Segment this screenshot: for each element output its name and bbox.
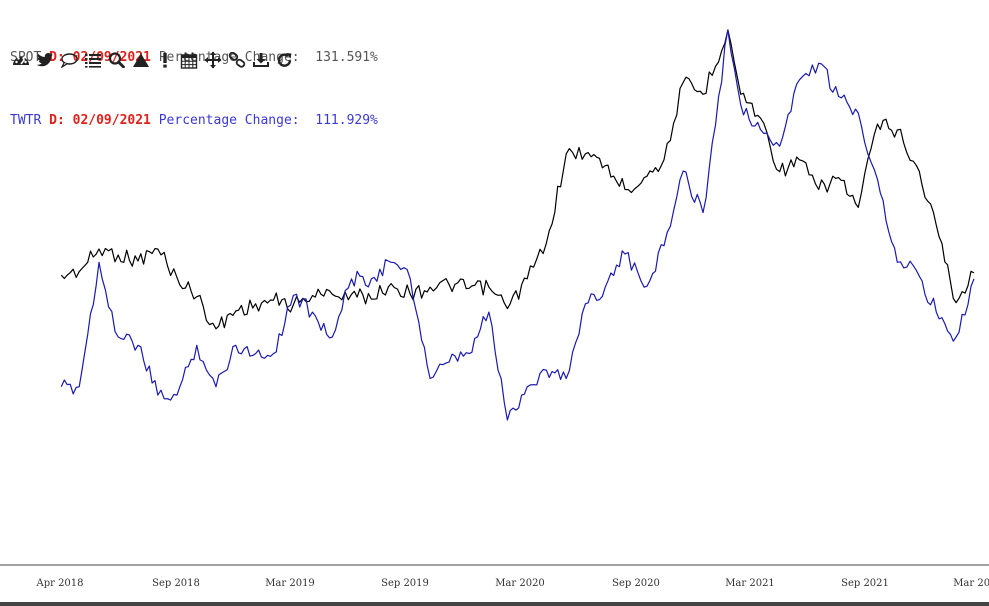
legend-date-twtr: D: 02/09/2021: [49, 113, 151, 128]
dashboard-icon[interactable]: [9, 49, 33, 71]
series-layer: [60, 29, 975, 421]
exclamation-icon[interactable]: [153, 49, 177, 71]
legend-value-twtr: 111.929%: [315, 113, 378, 128]
link-icon[interactable]: [225, 49, 249, 71]
x-tick-label: Sep 2020: [612, 578, 660, 589]
chart-toolbar: [9, 49, 297, 71]
x-axis: Apr 2018 Sep 2018 Mar 2019 Sep 2019 Mar 2020…: [0, 564, 989, 606]
x-tick-label: Mar 2021: [725, 578, 775, 589]
legend: SPOT D: 02/09/2021 Percentage Change: 13…: [10, 5, 378, 152]
download-icon[interactable]: [249, 49, 273, 71]
legend-label-twtr: Percentage Change:: [158, 113, 300, 128]
x-tick-label: Mar 2019: [265, 578, 315, 589]
chart-bottom-border: [0, 602, 989, 606]
legend-date-spot: D: 02/09/2021: [49, 50, 151, 65]
x-tick-label: Sep 2018: [152, 578, 200, 589]
legend-row-twtr: TWTR D: 02/09/2021 Percentage Change: 11…: [10, 110, 378, 131]
comment-icon[interactable]: [57, 49, 81, 71]
move-icon[interactable]: [201, 49, 225, 71]
series-line-twtr: [60, 29, 975, 421]
twitter-icon[interactable]: [33, 49, 57, 71]
list-icon[interactable]: [81, 49, 105, 71]
refresh-icon[interactable]: [273, 49, 297, 71]
calendar-icon[interactable]: [177, 49, 201, 71]
x-tick-label: Mar 2020: [495, 578, 545, 589]
series-line-spot: [60, 29, 975, 330]
legend-value-spot: 131.591%: [315, 50, 378, 65]
triangle-icon[interactable]: [129, 49, 153, 71]
x-tick-label: Sep 2019: [381, 578, 429, 589]
x-tick-label: Mar 2022: [953, 578, 989, 589]
x-tick-label: Apr 2018: [35, 578, 83, 589]
search-icon[interactable]: [105, 49, 129, 71]
legend-ticker-twtr: TWTR: [10, 113, 42, 128]
x-tick-label: Sep 2021: [841, 578, 889, 589]
